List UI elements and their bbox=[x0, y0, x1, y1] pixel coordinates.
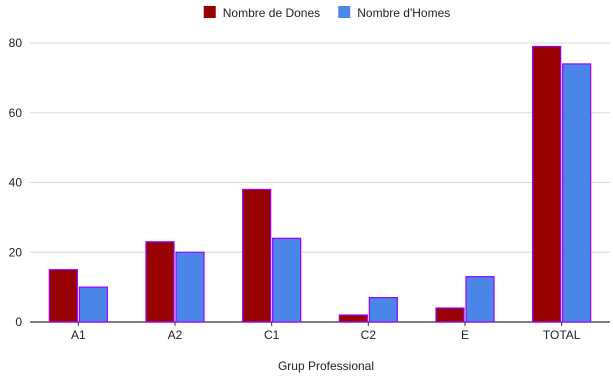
y-tick-label: 20 bbox=[9, 245, 23, 259]
x-tick-label: A2 bbox=[168, 328, 183, 342]
bar-nombre-d-homes-a2 bbox=[175, 251, 205, 323]
legend: Nombre de Dones Nombre d'Homes bbox=[203, 6, 450, 20]
legend-swatch bbox=[338, 6, 351, 18]
legend-item-0: Nombre de Dones bbox=[203, 6, 320, 20]
gridlines bbox=[30, 42, 610, 323]
x-tick-label: TOTAL bbox=[543, 328, 581, 342]
y-tick-label: 80 bbox=[9, 36, 23, 50]
y-tick-label: 40 bbox=[9, 176, 23, 190]
bar-nombre-de-dones-c1 bbox=[242, 188, 272, 323]
y-tick-label: 60 bbox=[9, 106, 23, 120]
bar-nombre-d-homes-total bbox=[562, 63, 592, 323]
bar-nombre-de-dones-e bbox=[435, 307, 465, 323]
bar-nombre-de-dones-a1 bbox=[48, 269, 78, 323]
y-tick-label: 0 bbox=[15, 315, 22, 329]
x-axis-ticks: A1 A2 C1 C2 E TOTAL bbox=[71, 322, 581, 342]
x-tick-label: E bbox=[461, 328, 469, 342]
bar-nombre-d-homes-e bbox=[465, 276, 495, 323]
bars bbox=[48, 45, 592, 323]
legend-label: Nombre d'Homes bbox=[357, 6, 450, 20]
bar-nombre-d-homes-c2 bbox=[368, 296, 398, 323]
legend-item-1: Nombre d'Homes bbox=[338, 6, 450, 20]
bar-nombre-d-homes-a1 bbox=[78, 286, 108, 323]
x-tick-label: A1 bbox=[71, 328, 86, 342]
bar-nombre-de-dones-c2 bbox=[338, 314, 368, 323]
legend-swatch bbox=[203, 6, 216, 18]
bar-nombre-de-dones-total bbox=[532, 45, 562, 323]
x-axis-title: Grup Professional bbox=[278, 359, 374, 373]
x-tick-label: C1 bbox=[264, 328, 280, 342]
y-axis-ticks: 0 20 40 60 80 bbox=[9, 36, 23, 329]
x-tick-label: C2 bbox=[361, 328, 377, 342]
legend-label: Nombre de Dones bbox=[223, 6, 320, 20]
bar-nombre-d-homes-c1 bbox=[272, 237, 302, 323]
bar-nombre-de-dones-a2 bbox=[145, 241, 175, 323]
